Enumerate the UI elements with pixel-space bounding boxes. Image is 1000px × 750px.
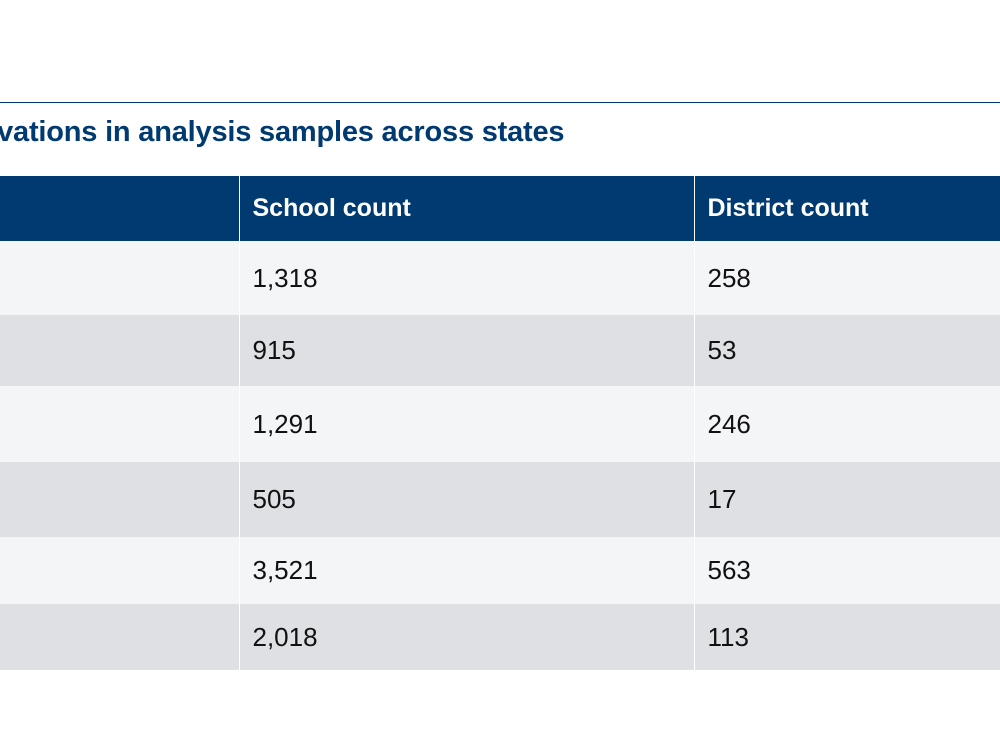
table-row: 2,018 113 [0,604,1000,670]
cell-school-count: 915 [238,315,694,386]
cell-district-count: 246 [693,386,1000,462]
cell-school-count: 505 [238,462,694,537]
table-row: 1,318 258 [0,241,1000,315]
cell-school-count: 1,318 [238,241,694,315]
cell-district-count: 563 [693,537,1000,604]
header-school-count: School count [238,176,694,241]
cell-state [0,604,239,670]
cell-district-count: 258 [693,241,1000,315]
header-state [0,176,239,241]
cell-state [0,386,239,462]
cell-school-count: 3,521 [238,537,694,604]
cell-state [0,537,239,604]
table-row: 1,291 246 [0,386,1000,462]
table-row: 3,521 563 [0,537,1000,604]
cell-state [0,462,239,537]
cell-state [0,241,239,315]
cell-district-count: 17 [693,462,1000,537]
cell-school-count: 1,291 [238,386,694,462]
table-row: 915 53 [0,315,1000,386]
data-table: School count District count 1,318 258 91… [0,176,1000,670]
table-title: rvations in analysis samples across stat… [0,116,565,148]
header-district-count: District count [693,176,1000,241]
cell-district-count: 53 [693,315,1000,386]
cell-district-count: 113 [693,604,1000,670]
cell-school-count: 2,018 [238,604,694,670]
cell-state [0,315,239,386]
top-rule [0,102,1000,103]
header-row: School count District count [0,176,1000,241]
table-row: 505 17 [0,462,1000,537]
